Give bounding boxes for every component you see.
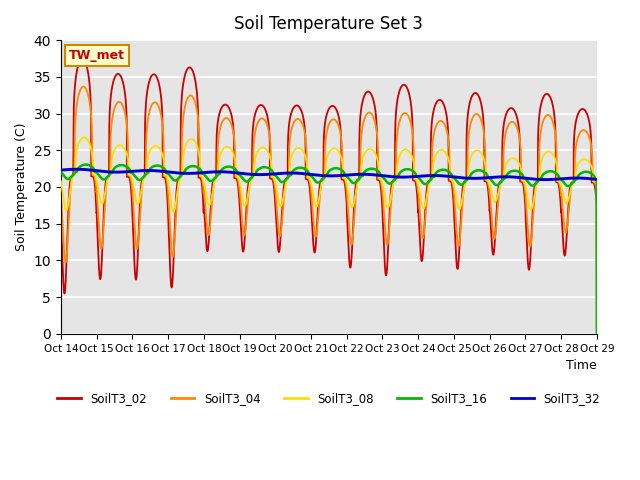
Text: TW_met: TW_met (69, 49, 125, 62)
Y-axis label: Soil Temperature (C): Soil Temperature (C) (15, 123, 28, 251)
Title: Soil Temperature Set 3: Soil Temperature Set 3 (234, 15, 423, 33)
X-axis label: Time: Time (566, 359, 597, 372)
Legend: SoilT3_02, SoilT3_04, SoilT3_08, SoilT3_16, SoilT3_32: SoilT3_02, SoilT3_04, SoilT3_08, SoilT3_… (52, 388, 605, 410)
